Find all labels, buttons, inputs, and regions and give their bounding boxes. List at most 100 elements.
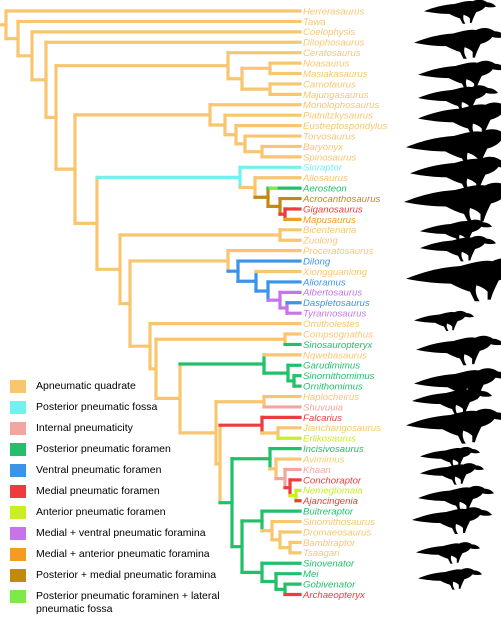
legend-item: Ventral pneumatic foramen	[10, 461, 250, 482]
legend-label: Posterior pneumatic foramen	[36, 443, 171, 455]
dinosaur-silhouette-icon	[415, 335, 501, 366]
legend-swatch	[10, 527, 26, 540]
taxon-label: Gobivenator	[303, 580, 356, 591]
legend-swatch	[10, 380, 26, 393]
taxon-label: Archaeopteryx	[302, 590, 366, 600]
dinosaur-silhouette-icon	[404, 182, 501, 223]
taxon-label: Dilong	[303, 256, 331, 267]
legend-label: Posterior + medial pneumatic foramina	[36, 569, 217, 581]
dinosaur-silhouette-icon	[417, 60, 501, 91]
taxon-label: Tawa	[303, 17, 326, 28]
dinosaur-silhouette-icon	[418, 85, 498, 112]
legend-swatch	[10, 485, 26, 498]
dinosaur-silhouette-icon	[423, 0, 497, 24]
legend-swatch	[10, 569, 26, 582]
legend-swatch	[10, 443, 26, 456]
legend-swatch	[10, 548, 26, 561]
legend-swatch	[10, 401, 26, 414]
dinosaur-silhouette-icon	[420, 235, 496, 262]
taxon-label: Noasaurus	[303, 59, 350, 70]
taxon-label: Proceratosaurus	[303, 246, 374, 257]
dinosaur-silhouette-icon	[410, 156, 501, 192]
legend-label: Medial + anterior pneumatic foramina	[36, 548, 210, 560]
dinosaur-silhouette-icon	[418, 485, 494, 512]
taxon-label: Nemegtomaia	[303, 486, 363, 497]
taxon-label: Conchoraptor	[303, 475, 362, 486]
taxon-label: Tyrannosaurus	[303, 309, 366, 320]
taxon-label: Bambiraptor	[303, 538, 356, 549]
taxon-label: Herrerasaurus	[303, 6, 365, 17]
legend-label: Posterior pneumatic fossa	[36, 401, 158, 413]
taxon-label: Ceratosaurus	[303, 48, 361, 59]
dinosaur-silhouette-icon	[412, 507, 492, 534]
taxon-label: Eustreptospondylus	[303, 121, 387, 132]
phylogenetic-tree: HerrerasaurusTawaCoelophysisDilophosauru…	[0, 0, 501, 600]
taxon-label: Torvosaurus	[303, 131, 356, 142]
taxon-label: Majungasaurus	[303, 90, 369, 101]
taxon-label: Incisivosaurus	[303, 444, 364, 455]
legend-item: Posterior pneumatic foraminen + lateral …	[10, 587, 250, 617]
taxon-label: Allosaurus	[302, 173, 348, 184]
taxon-label: Buitreraptor	[303, 507, 354, 518]
dinosaur-silhouette-icon	[420, 463, 484, 485]
taxon-label: Avimimus	[302, 454, 345, 465]
taxon-label: Ornithomimus	[303, 382, 363, 393]
legend: Apneumatic quadrate Posterior pneumatic f…	[10, 377, 250, 617]
legend-label: Anterior pneumatic foramen	[36, 506, 166, 518]
legend-label: Internal pneumaticity	[36, 422, 133, 434]
dinosaur-silhouette-icon	[420, 219, 492, 244]
taxon-labels: HerrerasaurusTawaCoelophysisDilophosauru…	[302, 6, 387, 600]
taxon-label: Xiongguanlong	[302, 267, 368, 278]
taxon-label: Nqwebasaurus	[303, 350, 367, 361]
taxon-label: Daspletosaurus	[303, 298, 370, 309]
taxon-label: Carnotaurus	[303, 79, 356, 90]
legend-label: Posterior pneumatic foraminen + lateral …	[36, 590, 220, 615]
taxon-label: Ornitholestes	[303, 319, 360, 330]
legend-label: Apneumatic quadrate	[36, 380, 136, 392]
taxon-label: Shuvuuia	[303, 402, 343, 413]
taxon-label: Bicentenaria	[303, 225, 356, 236]
taxon-label: Acrocanthosaurus	[302, 194, 381, 205]
dinosaur-silhouette-icon	[416, 542, 480, 564]
taxon-label: Monolophosaurus	[303, 100, 379, 111]
legend-swatch	[10, 422, 26, 435]
taxon-label: Erlikosaurus	[303, 434, 356, 445]
taxon-label: Mei	[303, 569, 319, 580]
tree-branches	[0, 9, 302, 597]
legend-swatch	[10, 464, 26, 477]
dinosaur-silhouette-icon	[420, 446, 480, 467]
legend-item: Anterior pneumatic foramen	[10, 503, 250, 524]
dinosaur-silhouette-icon	[414, 27, 501, 59]
taxon-label: Coelophysis	[303, 27, 355, 38]
taxon-label: Haplocheirus	[303, 392, 359, 403]
taxon-label: Compsognathus	[303, 329, 373, 340]
dinosaur-silhouette-icon	[418, 568, 482, 590]
taxon-label: Jianchangosaurus	[302, 423, 381, 434]
taxon-label: Zuolong	[302, 236, 338, 247]
taxon-label: Sinosauropteryx	[303, 340, 374, 351]
taxon-label: Alioramus	[302, 277, 346, 288]
taxon-label: Baryonyx	[303, 142, 344, 153]
legend-label: Medial pneumatic foramen	[36, 485, 160, 497]
taxon-label: Spinosaurus	[303, 152, 357, 163]
legend-item: Posterior + medial pneumatic foramina	[10, 566, 250, 587]
taxon-label: Giganosaurus	[303, 204, 363, 215]
taxon-label: Piatnitzkysaurus	[303, 111, 373, 122]
taxon-label: Masiakasaurus	[303, 69, 368, 80]
legend-item: Apneumatic quadrate	[10, 377, 250, 398]
dinosaur-silhouette-icon	[406, 408, 501, 444]
dinosaur-silhouette-icon	[418, 102, 501, 136]
taxon-label: Ajancingenia	[302, 496, 358, 507]
taxon-label: Dilophosaurus	[303, 38, 365, 49]
dinosaur-silhouette-icon	[412, 388, 492, 415]
legend-item: Medial pneumatic foramen	[10, 482, 250, 503]
taxon-label: Mapusaurus	[303, 215, 356, 226]
taxon-label: Garudimimus	[303, 361, 360, 372]
taxon-label: Sinornithomimus	[303, 371, 375, 382]
dinosaur-silhouette-icon	[406, 129, 501, 167]
legend-item: Posterior pneumatic fossa	[10, 398, 250, 419]
taxon-label: Aerosteon	[302, 184, 347, 195]
legend-label: Medial + ventral pneumatic foramina	[36, 527, 206, 539]
taxon-label: Sinovenator	[303, 559, 355, 570]
dinosaur-silhouette-icon	[405, 258, 501, 302]
